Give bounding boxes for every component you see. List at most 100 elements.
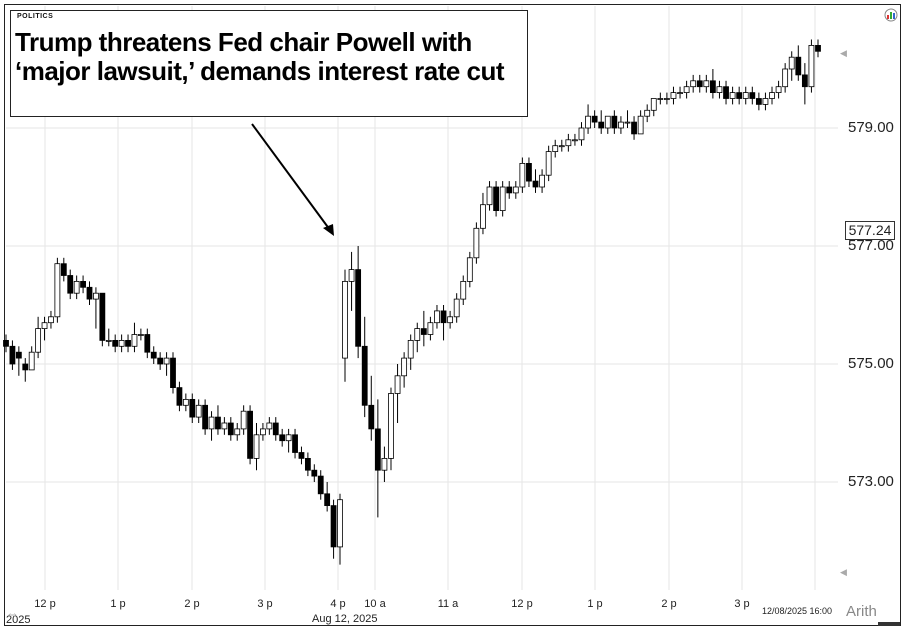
candle <box>202 399 209 435</box>
candle-body-up <box>182 398 189 406</box>
candle-body-up <box>427 322 434 335</box>
candle <box>125 334 131 353</box>
candle <box>407 334 414 370</box>
time-axis-label: 10 a <box>364 598 386 610</box>
candle <box>558 139 565 152</box>
candle <box>324 482 331 512</box>
candle-body-down <box>150 351 157 359</box>
candle <box>374 399 381 518</box>
candle <box>762 92 769 111</box>
candle-body-down <box>15 351 22 359</box>
candle <box>266 417 273 435</box>
scrollbar-handle[interactable] <box>878 622 900 626</box>
candle-body-up <box>473 227 480 259</box>
candle <box>729 86 736 105</box>
candle-body-down <box>298 452 305 459</box>
candle-body-down <box>189 398 196 418</box>
candle-body-up <box>775 86 782 93</box>
candle-body-down <box>532 180 539 188</box>
candle <box>137 328 144 341</box>
candle-body-up <box>585 115 591 129</box>
candle <box>795 45 802 81</box>
candle <box>240 405 247 435</box>
news-category-tag: POLITICS <box>17 13 54 20</box>
candle-body-down <box>112 339 119 347</box>
candle <box>215 405 221 435</box>
candle-body-up <box>624 121 631 124</box>
candle <box>48 310 54 329</box>
candle <box>716 80 723 99</box>
candle-body-up <box>769 92 775 99</box>
candle <box>427 316 434 341</box>
candle <box>493 181 499 217</box>
candle <box>189 393 196 423</box>
candle-body-up <box>565 139 572 147</box>
candle-body-down <box>99 292 106 341</box>
candle-body-up <box>337 499 343 548</box>
candle <box>801 63 808 105</box>
last-timestamp: 12/08/2025 16:00 <box>762 606 833 616</box>
candle <box>572 133 578 146</box>
candle <box>637 110 644 135</box>
candle <box>292 428 298 459</box>
candle <box>348 251 355 311</box>
candle-body-down <box>440 310 447 324</box>
candle-body-down <box>611 115 618 129</box>
zoom-arrows-icon[interactable]: ⇔ <box>6 606 19 621</box>
candle-body-down <box>631 121 637 135</box>
candle-body-up <box>677 92 683 94</box>
candle-body-down <box>420 328 427 335</box>
candle <box>519 157 526 193</box>
candle-body-down <box>22 363 29 371</box>
candle-body-down <box>86 286 93 300</box>
candle <box>170 352 176 394</box>
candle-body-up <box>519 162 526 188</box>
candle-body-down <box>368 404 375 430</box>
time-axis-label: 12 p <box>511 598 533 610</box>
candle-body-down <box>215 416 221 430</box>
candle-body-down <box>311 469 318 477</box>
candle <box>118 334 125 353</box>
candle-body-up <box>466 257 473 282</box>
candle-body-up <box>342 280 348 359</box>
candle-body-down <box>157 357 164 365</box>
news-annotation-box[interactable]: POLITICS Trump threatens Fed chair Powel… <box>10 10 528 117</box>
candle-body-up <box>447 316 454 324</box>
candle-body-up <box>41 322 48 330</box>
candle-body-up <box>388 393 394 459</box>
candle <box>565 133 572 152</box>
candle <box>532 169 539 193</box>
candle-body-down <box>330 505 337 548</box>
candle <box>304 452 311 477</box>
candle <box>578 122 585 146</box>
candle-body-up <box>163 357 170 365</box>
candle-body-up <box>348 269 355 282</box>
candle <box>808 39 815 93</box>
candle-body-down <box>755 98 762 105</box>
candle-body-up <box>453 298 460 318</box>
candle-body-up <box>414 328 421 341</box>
candle-body-up <box>407 339 414 359</box>
candle-body-up <box>434 310 440 324</box>
candle <box>317 470 324 500</box>
scale-mode-toggle[interactable]: Arith <box>846 603 877 620</box>
price-axis-label: 579.00 <box>848 119 894 136</box>
candle-body-down <box>292 434 298 453</box>
candle <box>182 393 189 412</box>
price-axis-label: 573.00 <box>848 473 894 490</box>
time-axis-label: 11 a <box>437 598 459 610</box>
price-axis-label: 577.00 <box>848 237 894 254</box>
time-axis-label: 3 p <box>257 598 273 610</box>
news-headline[interactable]: Trump threatens Fed chair Powell with ‘m… <box>15 27 505 86</box>
candle-body-up <box>221 422 228 430</box>
candle <box>526 157 532 187</box>
annotation-arrow <box>251 123 334 236</box>
candle <box>657 92 664 105</box>
candle <box>99 292 106 347</box>
candle-body-down <box>304 457 311 471</box>
candle <box>709 69 716 99</box>
candle <box>782 63 789 93</box>
current-price-badge: 577.24 <box>845 221 895 240</box>
chart-logo-icon[interactable] <box>884 8 898 22</box>
